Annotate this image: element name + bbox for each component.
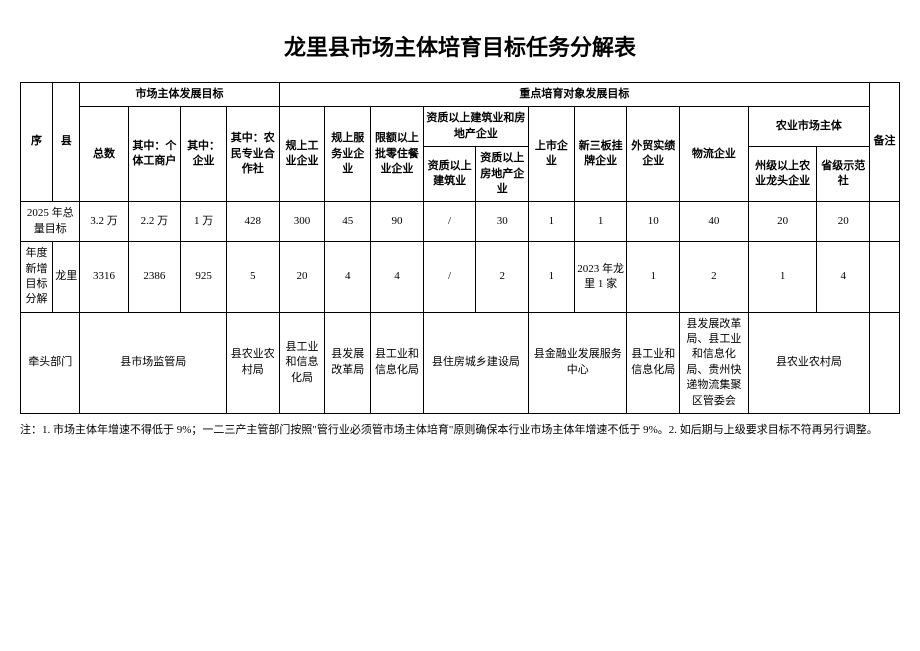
cell: 20	[748, 202, 817, 242]
cell: 县工业和信息化局	[371, 312, 424, 413]
cell: 2	[476, 242, 529, 313]
th-scale-industry: 规上工业企业	[279, 107, 325, 202]
cell: 40	[680, 202, 749, 242]
row-total-2025: 2025 年总量目标 3.2 万 2.2 万 1 万 428 300 45 90…	[21, 202, 900, 242]
cell: 300	[279, 202, 325, 242]
th-individual: 其中：个体工商户	[128, 107, 181, 202]
cell: 4	[817, 242, 870, 313]
cell: 2	[680, 242, 749, 313]
footnote: 注：1. 市场主体年增速不得低于 9%；一二三产主管部门按照"管行业必须管市场主…	[20, 422, 900, 439]
cell: 20	[817, 202, 870, 242]
cell: 1	[529, 242, 575, 313]
th-foreign-trade: 外贸实绩企业	[627, 107, 680, 202]
cell: 县金融业发展服务中心	[529, 312, 627, 413]
cell: 3.2 万	[80, 202, 128, 242]
cell: 县住房城乡建设局	[423, 312, 528, 413]
header-row-2: 总数 其中：个体工商户 其中：企业 其中：农民专业合作社 规上工业企业 规上服务…	[21, 107, 900, 147]
cell-annual-county: 龙里	[53, 242, 80, 313]
cell-2025-label: 2025 年总量目标	[21, 202, 80, 242]
cell: /	[423, 242, 476, 313]
page-title: 龙里县市场主体培育目标任务分解表	[20, 30, 900, 62]
cell: 县农业农村局	[226, 312, 279, 413]
th-seq: 序	[21, 83, 53, 202]
cell: 925	[181, 242, 227, 313]
th-enterprise: 其中：企业	[181, 107, 227, 202]
cell: 1	[748, 242, 817, 313]
th-remark: 备注	[870, 83, 900, 202]
th-qual-construction-realestate: 资质以上建筑业和房地产企业	[423, 107, 528, 147]
row-annual: 年度新增目标分解 龙里 3316 2386 925 5 20 4 4 / 2 1…	[21, 242, 900, 313]
th-agri-main: 农业市场主体	[748, 107, 869, 147]
cell: 1	[627, 242, 680, 313]
th-qual-realestate: 资质以上房地产企业	[476, 147, 529, 202]
cell: 县发展改革局、县工业和信息化局、贵州快递物流集聚区管委会	[680, 312, 749, 413]
cell: 2386	[128, 242, 181, 313]
cell	[870, 242, 900, 313]
th-qual-construction: 资质以上建筑业	[423, 147, 476, 202]
cell: 10	[627, 202, 680, 242]
cell: 县发展改革局	[325, 312, 371, 413]
cell: 90	[371, 202, 424, 242]
th-agri-leader: 州级以上农业龙头企业	[748, 147, 817, 202]
cell	[870, 202, 900, 242]
th-scale-service: 规上服务业企业	[325, 107, 371, 202]
header-row-1: 序 县 市场主体发展目标 重点培育对象发展目标 备注	[21, 83, 900, 107]
th-key-goal: 重点培育对象发展目标	[279, 83, 869, 107]
cell: 县工业和信息化局	[279, 312, 325, 413]
cell: 2023 年龙里 1 家	[574, 242, 627, 313]
th-prov-demo: 省级示范社	[817, 147, 870, 202]
cell: 2.2 万	[128, 202, 181, 242]
cell: 20	[279, 242, 325, 313]
cell-lead-label: 牵头部门	[21, 312, 80, 413]
th-market-goal: 市场主体发展目标	[80, 83, 279, 107]
cell: 4	[325, 242, 371, 313]
cell: 县工业和信息化局	[627, 312, 680, 413]
cell: 428	[226, 202, 279, 242]
th-logistics: 物流企业	[680, 107, 749, 202]
cell: 45	[325, 202, 371, 242]
th-quota-retail: 限额以上批零住餐业企业	[371, 107, 424, 202]
cell: 5	[226, 242, 279, 313]
row-lead-dept: 牵头部门 县市场监管局 县农业农村局 县工业和信息化局 县发展改革局 县工业和信…	[21, 312, 900, 413]
cell-annual-label: 年度新增目标分解	[21, 242, 53, 313]
th-neeq: 新三板挂牌企业	[574, 107, 627, 202]
breakdown-table: 序 县 市场主体发展目标 重点培育对象发展目标 备注 总数 其中：个体工商户 其…	[20, 82, 900, 414]
cell	[870, 312, 900, 413]
cell: 县农业农村局	[748, 312, 869, 413]
cell: 1 万	[181, 202, 227, 242]
th-farmer-coop: 其中：农民专业合作社	[226, 107, 279, 202]
th-county: 县	[53, 83, 80, 202]
cell: 30	[476, 202, 529, 242]
cell: 3316	[80, 242, 128, 313]
cell: 县市场监管局	[80, 312, 226, 413]
cell: 4	[371, 242, 424, 313]
cell: 1	[529, 202, 575, 242]
th-total: 总数	[80, 107, 128, 202]
cell: /	[423, 202, 476, 242]
cell: 1	[574, 202, 627, 242]
th-listed: 上市企业	[529, 107, 575, 202]
